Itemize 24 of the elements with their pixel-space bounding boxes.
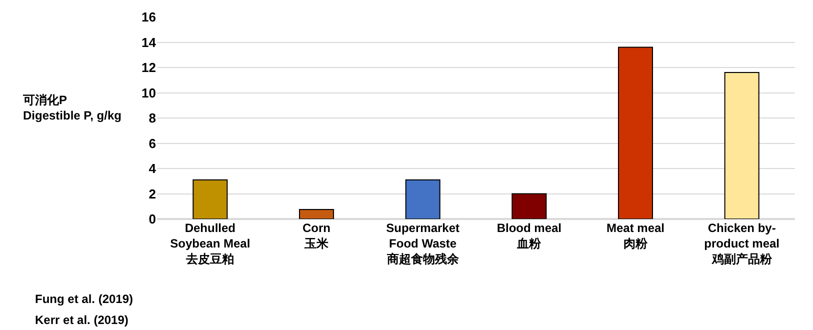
y-tick-label: 10 — [142, 85, 156, 100]
y-axis-title: 可消化P Digestible P, g/kg — [22, 93, 122, 123]
y-tick-label: 0 — [148, 212, 156, 227]
y-tick-label: 16 — [142, 10, 156, 25]
bar — [192, 179, 228, 219]
bar — [405, 179, 440, 219]
y-tick-label: 8 — [148, 110, 156, 126]
y-tick-label: 14 — [142, 34, 157, 50]
bar — [618, 46, 654, 219]
y-tick-label: 12 — [142, 60, 156, 76]
x-tick-label: Corn 玉米 — [302, 221, 330, 251]
y-tick-label: 6 — [148, 136, 156, 151]
x-tick-label: Dehulled Soybean Meal 去皮豆粕 — [170, 221, 250, 266]
x-tick-label: Blood meal 血粉 — [496, 221, 562, 251]
y-tick-label: 2 — [148, 186, 156, 202]
y-tick-label: 4 — [148, 161, 157, 176]
text: Fung et al. (2019) — [35, 292, 134, 306]
bar — [298, 209, 334, 219]
text: Kerr et al. (2019) — [35, 313, 128, 327]
x-tick-label: Chicken by- product meal 鸡副产品粉 — [704, 221, 780, 266]
x-tick-label: Supermarket Food Waste 商超食物残余 — [386, 221, 460, 266]
x-tick-label: Meat meal 肉粉 — [606, 221, 665, 251]
bar — [512, 193, 547, 219]
bar — [724, 72, 760, 219]
